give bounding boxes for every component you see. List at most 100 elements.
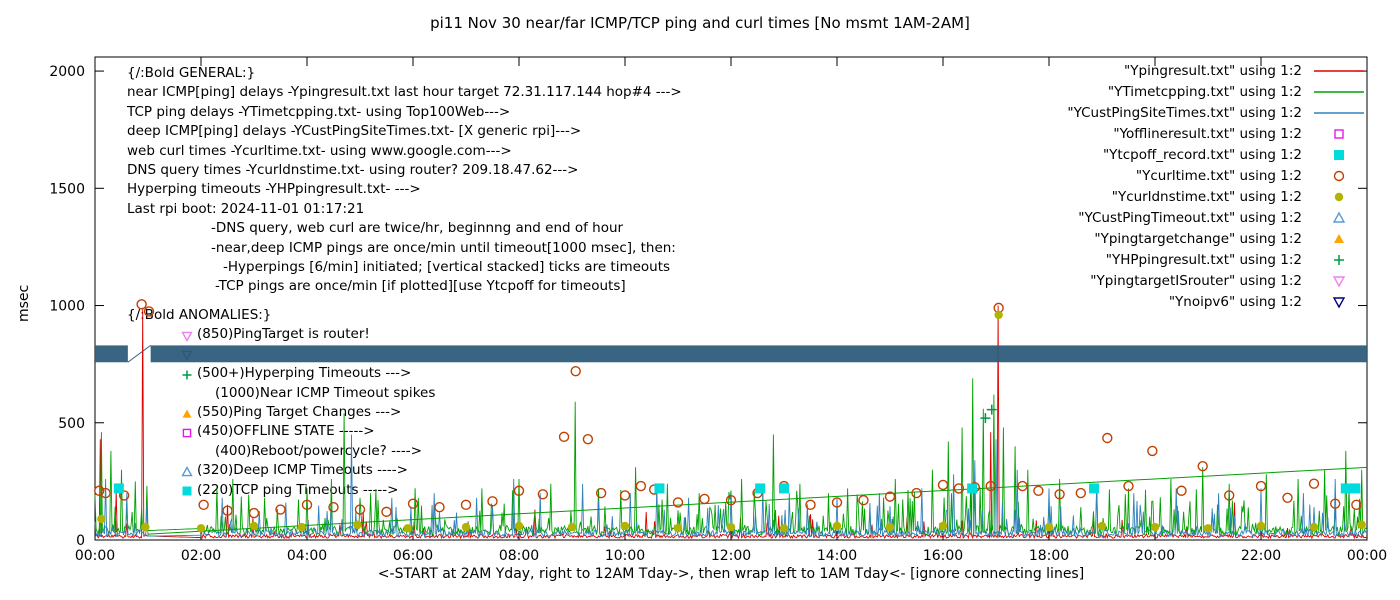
legend-item: "Ycurltime.txt" using 1:2: [1067, 165, 1370, 186]
annotation-text: Last rpi boot: 2024-11-01 01:17:21: [127, 200, 365, 217]
annotation-line: -near,deep ICMP pings are once/min until…: [127, 239, 682, 258]
annotation-line: (850)PingTarget is router!: [127, 325, 435, 344]
x-tick-label: 02:00: [181, 548, 221, 564]
annotation-line: deep ICMP[ping] delays -YCustPingSiteTim…: [127, 122, 682, 141]
legend-label: "Ytcpoff_record.txt" using 1:2: [1102, 146, 1302, 163]
legend-item: "Yofflineresult.txt" using 1:2: [1067, 123, 1370, 144]
legend-square_fill-icon: [1334, 149, 1344, 160]
x-tick-label: 14:00: [817, 548, 857, 564]
annotation-text: (450)OFFLINE STATE ----->: [197, 423, 375, 440]
x-tick-label: 00:00: [1347, 548, 1387, 564]
annotation-line: (400)Reboot/powercycle? ---->: [127, 442, 435, 461]
annotation-line: -DNS query, web curl are twice/hr, begin…: [127, 219, 682, 238]
annotation-line: near ICMP[ping] delays -Ypingresult.txt …: [127, 83, 682, 102]
legend-tri_open-icon: [1332, 211, 1346, 223]
legend-label: "Ynoipv6" using 1:2: [1168, 293, 1302, 310]
annotation-line: TCP ping delays -YTimetcpping.txt- using…: [127, 103, 682, 122]
annotation-text: web curl times -Ycurltime.txt- using www…: [127, 142, 512, 159]
y-tick-label: 1500: [49, 181, 85, 197]
x-tick-label: 22:00: [1241, 548, 1281, 564]
annotation-text: (550)Ping Target Changes --->: [197, 403, 402, 420]
annotation-text: {/:Bold GENERAL:}: [127, 65, 256, 81]
legend-item: "YCustPingTimeout.txt" using 1:2: [1067, 207, 1370, 228]
noipv6-band: [95, 345, 128, 363]
x-axis-label: <-START at 2AM Yday, right to 12AM Tday-…: [377, 566, 1085, 582]
square-fill-icon: [182, 486, 192, 496]
annotation-text: TCP ping delays -YTimetcpping.txt- using…: [127, 103, 511, 120]
tri-fill-icon: [182, 409, 192, 418]
annotation-line: {/:Bold GENERAL:}: [127, 64, 682, 83]
annotation-line: (500+)Hyperping Timeouts --->: [127, 364, 435, 383]
legend-tridown_open-icon: [1332, 275, 1346, 287]
legend-circle_open-icon: [1333, 170, 1345, 181]
x-tick-label: 18:00: [1029, 548, 1069, 564]
annotation-text: (500+)Hyperping Timeouts --->: [197, 365, 412, 382]
x-tick-label: 10:00: [605, 548, 645, 564]
annotation-text: -Hyperpings [6/min] initiated; [vertical…: [223, 258, 671, 275]
x-tick-label: 16:00: [923, 548, 963, 564]
legend-item: "Ytcpoff_record.txt" using 1:2: [1067, 144, 1370, 165]
annotation-text: near ICMP[ping] delays -Ypingresult.txt …: [127, 84, 682, 101]
annotation-text: (850)PingTarget is router!: [197, 326, 370, 343]
tri-open-icon: [181, 465, 193, 477]
legend-item: "YpingtargetISrouter" using 1:2: [1067, 270, 1370, 291]
x-tick-label: 00:00: [75, 548, 115, 564]
y-tick-label: 0: [76, 533, 85, 549]
annotation-text: deep ICMP[ping] delays -YCustPingSiteTim…: [127, 123, 582, 140]
annotation-line: Last rpi boot: 2024-11-01 01:17:21: [127, 200, 682, 219]
legend-item: "YTimetcpping.txt" using 1:2: [1067, 81, 1370, 102]
annotation-line: {/:Bold ANOMALIES:}: [127, 306, 435, 325]
annotation-text: -DNS query, web curl are twice/hr, begin…: [211, 220, 624, 237]
legend-label: "YCustPingSiteTimes.txt" using 1:2: [1067, 104, 1302, 121]
legend-label: "Ypingtargetchange" using 1:2: [1094, 230, 1302, 247]
annotation-line: [127, 345, 435, 364]
annotation-line: Hyperping timeouts -YHPpingresult.txt- -…: [127, 180, 682, 199]
legend-item: "Ycurldnstime.txt" using 1:2: [1067, 186, 1370, 207]
x-tick-label: 20:00: [1135, 548, 1175, 564]
legend-label: "Ycurltime.txt" using 1:2: [1135, 167, 1302, 184]
legend-plus-icon: [1334, 254, 1344, 265]
chart-title: pi11 Nov 30 near/far ICMP/TCP ping and c…: [430, 14, 970, 32]
annotation-line: -TCP pings are once/min [if plotted][use…: [127, 277, 682, 296]
plus-icon: [182, 370, 192, 380]
y-tick-label: 2000: [49, 64, 85, 80]
legend-line-icon: [1314, 69, 1364, 72]
annotation-text: DNS query times -Ycurldnstime.txt- using…: [127, 161, 579, 178]
annotation-line: (1000)Near ICMP Timeout spikes: [127, 384, 435, 403]
y-tick-label: 500: [58, 416, 85, 432]
annotation-block-general: {/:Bold GENERAL:} near ICMP[ping] delays …: [127, 64, 682, 297]
annotation-line: (450)OFFLINE STATE ----->: [127, 422, 435, 441]
legend-line-icon: [1314, 111, 1364, 114]
y-axis-label: msec: [16, 284, 32, 322]
legend-tri_fill-icon: [1334, 233, 1344, 243]
legend-item: "Ypingresult.txt" using 1:2: [1067, 60, 1370, 81]
x-tick-label: 08:00: [499, 548, 539, 564]
legend-label: "Yofflineresult.txt" using 1:2: [1113, 125, 1302, 142]
legend-square_open-icon: [1334, 128, 1344, 139]
x-tick-label: 12:00: [711, 548, 751, 564]
legend-label: "YpingtargetISrouter" using 1:2: [1090, 272, 1302, 289]
annotation-text: (320)Deep ICMP Timeouts ---->: [197, 462, 408, 479]
legend-label: "Ycurldnstime.txt" using 1:2: [1111, 188, 1302, 205]
y-tick-label: 1000: [49, 299, 85, 315]
square-open-icon: [182, 428, 192, 438]
legend-item: "Ynoipv6" using 1:2: [1067, 291, 1370, 312]
x-tick-label: 06:00: [393, 548, 433, 564]
legend-label: "YHPpingresult.txt" using 1:2: [1105, 251, 1302, 268]
annotation-line: -Hyperpings [6/min] initiated; [vertical…: [127, 258, 682, 277]
annotation-block-anomalies: {/:Bold ANOMALIES:} (850)PingTarget is ro…: [127, 306, 435, 500]
annotation-text: Hyperping timeouts -YHPpingresult.txt- -…: [127, 181, 421, 198]
annotation-text: {/:Bold ANOMALIES:}: [127, 307, 272, 323]
annotation-text: (220)TCP ping Timeouts ----->: [197, 481, 399, 498]
legend-item: "Ypingtargetchange" using 1:2: [1067, 228, 1370, 249]
annotation-text: -TCP pings are once/min [if plotted][use…: [215, 278, 626, 295]
annotation-text: -near,deep ICMP pings are once/min until…: [211, 239, 676, 256]
annotation-line: (220)TCP ping Timeouts ----->: [127, 481, 435, 500]
annotation-line: (550)Ping Target Changes --->: [127, 403, 435, 422]
legend-label: "Ypingresult.txt" using 1:2: [1124, 62, 1302, 79]
x-tick-label: 04:00: [287, 548, 327, 564]
legend-item: "YHPpingresult.txt" using 1:2: [1067, 249, 1370, 270]
tridown-open-icon: [181, 331, 193, 343]
legend-label: "YCustPingTimeout.txt" using 1:2: [1078, 209, 1302, 226]
